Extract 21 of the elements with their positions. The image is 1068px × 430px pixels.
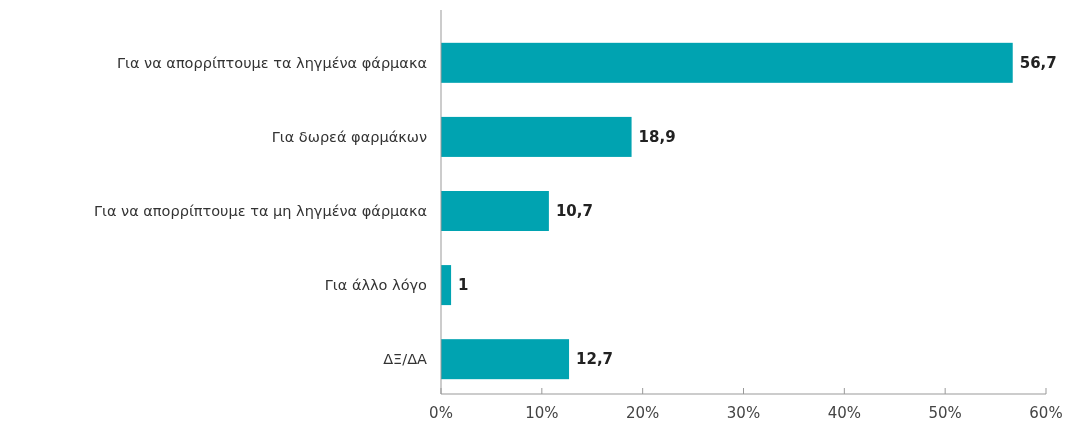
x-tick-label: 20% [625,404,660,422]
x-tick-label: 40% [827,404,862,422]
x-tick-label: 10% [525,404,559,422]
data-label: 12,7 [576,350,614,369]
y-tick-label: Για άλλο λόγο [324,277,428,294]
bar [441,42,1013,83]
x-tick-label: 0% [429,404,453,422]
y-tick-label: ΔΞ/ΔΑ [383,351,428,368]
x-tick-label: 30% [726,404,761,422]
bar [441,116,632,157]
x-tick-label: 60% [1029,404,1063,422]
data-label: 10,7 [555,202,593,221]
bar [441,191,549,231]
y-tick-label: Για να απορρίπτουμε τα μη ληγμένα φάρμακα [93,203,427,220]
bar [441,339,570,380]
data-label: 56,7 [1019,54,1057,73]
data-label: 18,9 [638,128,676,147]
y-tick-label: Για να απορρίπτουμε τα ληγμένα φάρμακα [116,54,427,71]
x-tick-label: 50% [928,404,962,422]
data-label: 1 [458,276,469,295]
y-tick-label: Για δωρεά φαρμάκων [271,128,427,145]
